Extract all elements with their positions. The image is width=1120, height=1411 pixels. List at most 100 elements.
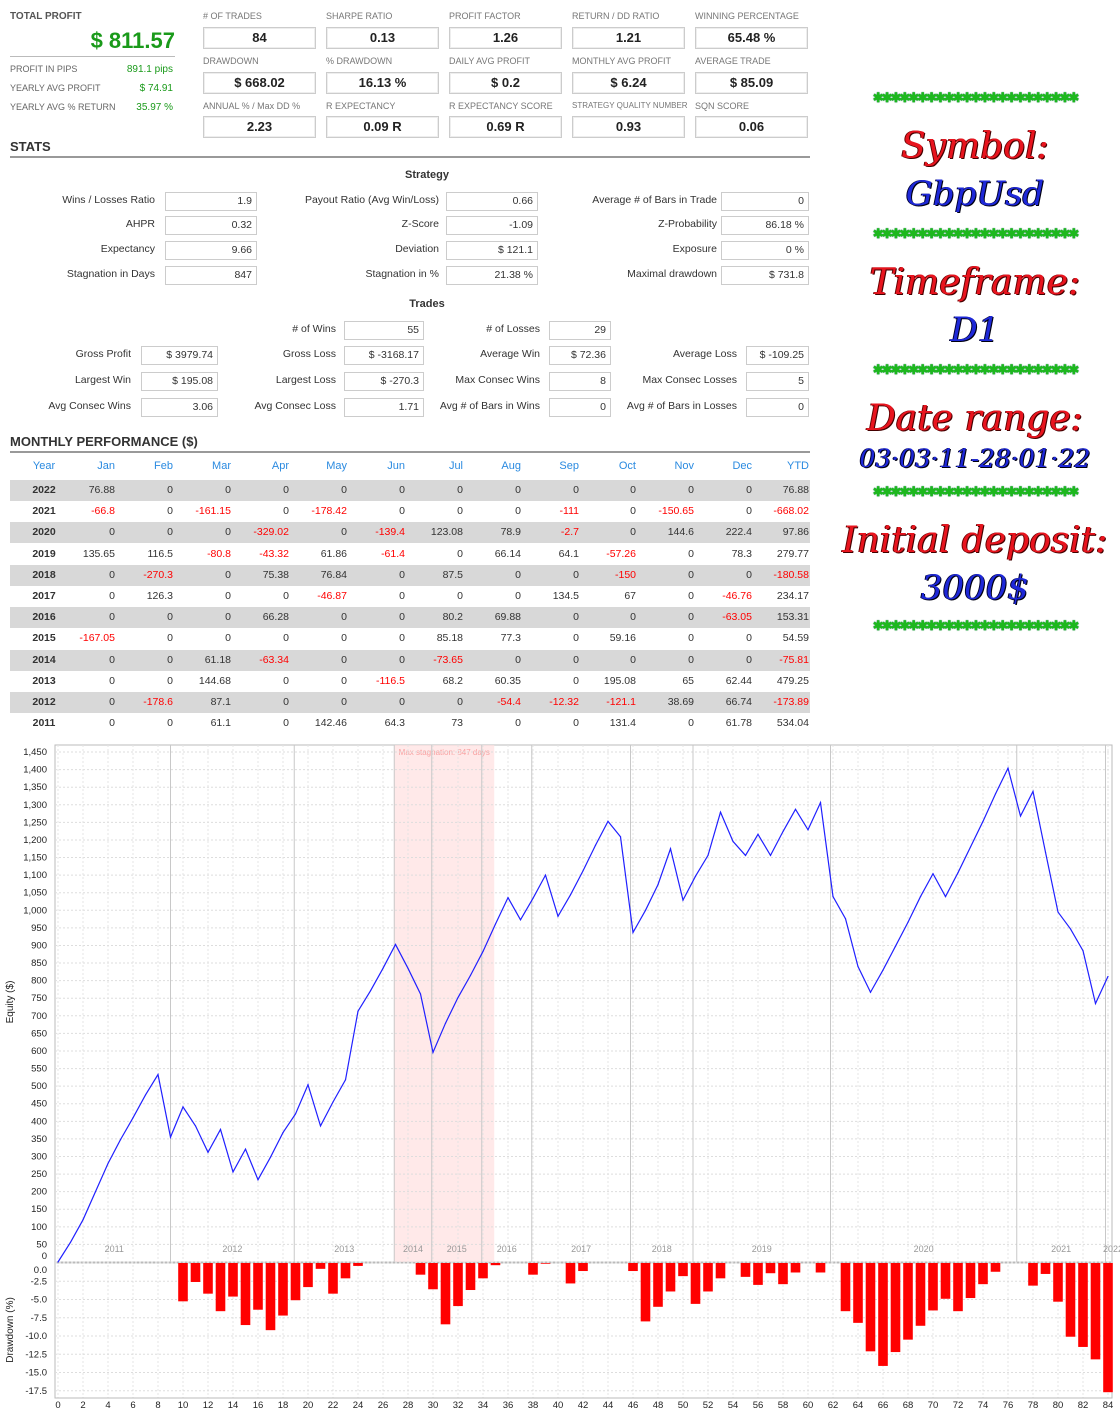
trade-stat-value: $ 195.08 — [141, 372, 218, 391]
column-header[interactable]: Dec — [732, 460, 752, 472]
year-label: 2021 — [1051, 1244, 1071, 1254]
month-value-cell: 61.1 — [210, 717, 231, 730]
x-tick-label: 80 — [1053, 1400, 1064, 1411]
drawdown-bar — [990, 1263, 1001, 1272]
month-value-cell: -75.81 — [779, 653, 809, 666]
dd-y-tick-label: -5.0 — [31, 1295, 47, 1306]
equity-point — [182, 1106, 184, 1108]
table-row: 2020 0 0 0 -329.02 0 -139.4 123.08 78.9 -2.7 0 144.… — [10, 522, 810, 544]
drawdown-bar — [328, 1263, 338, 1294]
trade-stat-value: $ -3168.17 — [344, 346, 424, 365]
column-header[interactable]: May — [326, 460, 347, 472]
trade-stat-value: 8 — [549, 372, 611, 391]
x-tick-label: 0 — [55, 1400, 60, 1411]
strategy-stat-label: Wins / Losses Ratio — [62, 194, 155, 206]
equity-point — [844, 918, 847, 920]
column-header[interactable]: Mar — [212, 460, 231, 472]
dd-y-tick-label: -17.5 — [25, 1386, 47, 1397]
stars-divider: ✱✱✱✱✱✱✱✱✱✱✱✱✱✱✱✱✱✱✱✱✱✱✱ — [872, 618, 1080, 633]
y-tick-label: 850 — [31, 958, 47, 969]
equity-point — [557, 915, 559, 917]
trade-stat-value: $ 3979.74 — [141, 346, 218, 365]
stats-title: STATS — [10, 139, 51, 154]
equity-point — [1007, 767, 1009, 769]
x-tick-label: 40 — [553, 1400, 564, 1411]
trade-stat-value: 3.06 — [141, 398, 218, 417]
month-value-cell: 0 — [283, 632, 289, 645]
equity-point — [619, 836, 622, 838]
stat-card-value: $ 6.24 — [572, 71, 685, 94]
drawdown-bar — [715, 1263, 726, 1279]
month-value-cell: 0 — [109, 611, 115, 624]
x-tick-label: 84 — [1103, 1400, 1114, 1411]
equity-point — [119, 1139, 122, 1141]
drawdown-bar — [978, 1263, 988, 1285]
y-tick-label: 1,000 — [23, 905, 47, 916]
drawdown-bar — [565, 1263, 576, 1284]
y-tick-label: 200 — [31, 1187, 47, 1198]
equity-point — [857, 965, 859, 968]
month-value-cell: -57.26 — [606, 547, 636, 560]
drawdown-bar — [290, 1263, 301, 1301]
equity-point — [994, 793, 997, 795]
month-value-cell: 144.68 — [198, 674, 231, 687]
month-value-cell: 234.17 — [776, 590, 809, 602]
month-value-cell: -54.4 — [497, 696, 521, 708]
total-profit-value: $ 811.57 — [90, 28, 175, 53]
equity-axis-label: Equity ($) — [5, 981, 16, 1024]
column-header[interactable]: Nov — [674, 460, 694, 472]
month-value-cell: 0 — [573, 674, 579, 687]
month-value-cell: 0 — [688, 611, 694, 624]
equity-point — [357, 1010, 359, 1012]
strategy-stat-label: Stagnation in Days — [66, 268, 155, 280]
column-header[interactable]: Aug — [501, 460, 521, 472]
drawdown-bar — [203, 1263, 213, 1294]
month-value-cell: 0 — [225, 611, 231, 624]
summary-label: YEARLY AVG PROFIT — [10, 83, 101, 93]
month-value-cell: 0 — [167, 717, 173, 730]
column-header[interactable]: Oct — [618, 460, 636, 472]
stat-card-label: SHARPE RATIO — [326, 11, 393, 21]
strategy-stat-label: Average # of Bars in Trade — [592, 194, 717, 206]
x-tick-label: 76 — [1003, 1400, 1014, 1411]
column-header[interactable]: Apr — [271, 460, 289, 472]
trade-stat-label: Avg # of Bars in Losses — [626, 400, 737, 412]
equity-point — [594, 844, 597, 846]
drawdown-bar — [753, 1263, 763, 1285]
equity-point — [569, 894, 572, 896]
drawdown-bar — [740, 1263, 751, 1277]
column-header[interactable]: Jul — [448, 460, 463, 472]
column-header[interactable]: Jan — [97, 460, 115, 472]
year-label: 2016 — [497, 1244, 517, 1254]
column-header[interactable]: Feb — [154, 460, 173, 472]
x-tick-label: 20 — [303, 1400, 314, 1411]
x-tick-label: 16 — [253, 1400, 264, 1411]
equity-point — [394, 943, 397, 946]
strategy-title: Strategy — [404, 169, 450, 181]
month-value-cell: 64.1 — [558, 547, 579, 560]
x-tick-label: 12 — [203, 1400, 214, 1411]
month-value-cell: -111 — [559, 505, 579, 518]
column-header[interactable]: Year — [32, 460, 56, 472]
equity-point — [894, 945, 897, 947]
stat-card-value: 16.13 % — [326, 71, 439, 94]
year-cell: 2014 — [32, 653, 56, 666]
year-cell: 2013 — [32, 674, 56, 687]
month-value-cell: 0 — [341, 653, 347, 666]
month-value-cell: -66.8 — [91, 505, 115, 518]
table-row: 2018 0 -270.3 0 75.38 76.84 0 87.5 0 0 -150 0 0 -180.… — [10, 564, 810, 586]
column-header[interactable]: YTD — [787, 460, 809, 472]
y-tick-label: 450 — [31, 1099, 47, 1110]
month-value-cell: 87.5 — [442, 568, 463, 581]
month-value-cell: 0 — [573, 568, 579, 581]
column-header[interactable]: Jun — [387, 460, 405, 472]
month-value-cell: -61.4 — [381, 547, 405, 560]
month-value-cell: 0 — [457, 505, 463, 518]
equity-point — [732, 840, 734, 842]
month-value-cell: 61.18 — [204, 653, 231, 666]
year-cell: 2019 — [32, 547, 56, 560]
strategy-stat-label: Stagnation in % — [365, 268, 439, 280]
column-header[interactable]: Sep — [559, 460, 579, 472]
strategy-stat-value: 0.32 — [165, 216, 257, 235]
drawdown-bar — [915, 1263, 926, 1326]
